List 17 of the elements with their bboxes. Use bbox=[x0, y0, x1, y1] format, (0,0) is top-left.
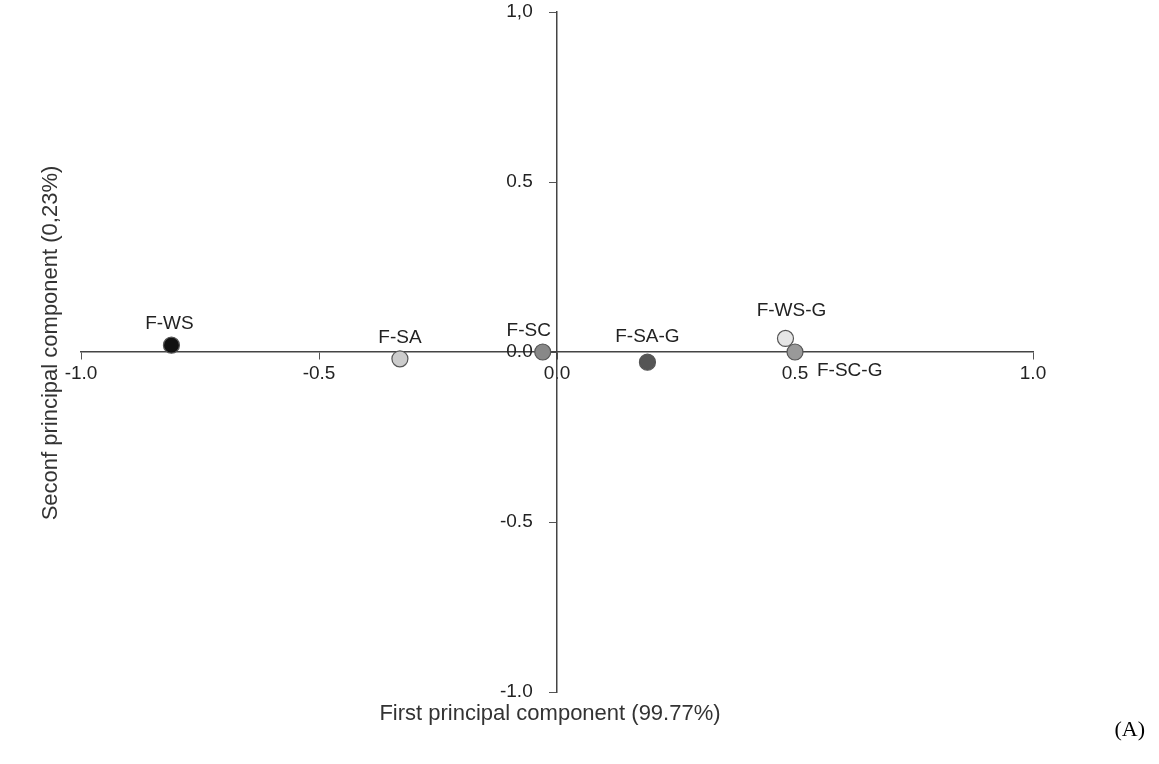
x-tick-label: 1.0 bbox=[1019, 361, 1047, 383]
y-axis-title: Seconf principal component (0,23%) bbox=[37, 164, 63, 523]
series-label: F-SC bbox=[506, 318, 551, 340]
x-axis-title: First principal component (99.77%) bbox=[378, 700, 722, 726]
x-tick-label: -0.5 bbox=[302, 361, 336, 383]
y-tick-label: 1,0 bbox=[506, 0, 533, 22]
text: (A) bbox=[1114, 716, 1145, 742]
x-tick-label: 0.5 bbox=[781, 361, 809, 383]
y-tick-label: 0.5 bbox=[506, 170, 533, 192]
series-label: F-SA bbox=[378, 325, 422, 347]
x-tick-label: -1.0 bbox=[64, 361, 98, 383]
y-tick-label: -1.0 bbox=[499, 680, 533, 702]
y-tick-label: -0.5 bbox=[499, 510, 533, 532]
series-label: F-WS bbox=[145, 311, 194, 333]
series-label: F-SA-G bbox=[615, 324, 680, 346]
series-label: F-WS-G bbox=[756, 299, 827, 321]
series-label: F-SC-G bbox=[817, 358, 883, 380]
